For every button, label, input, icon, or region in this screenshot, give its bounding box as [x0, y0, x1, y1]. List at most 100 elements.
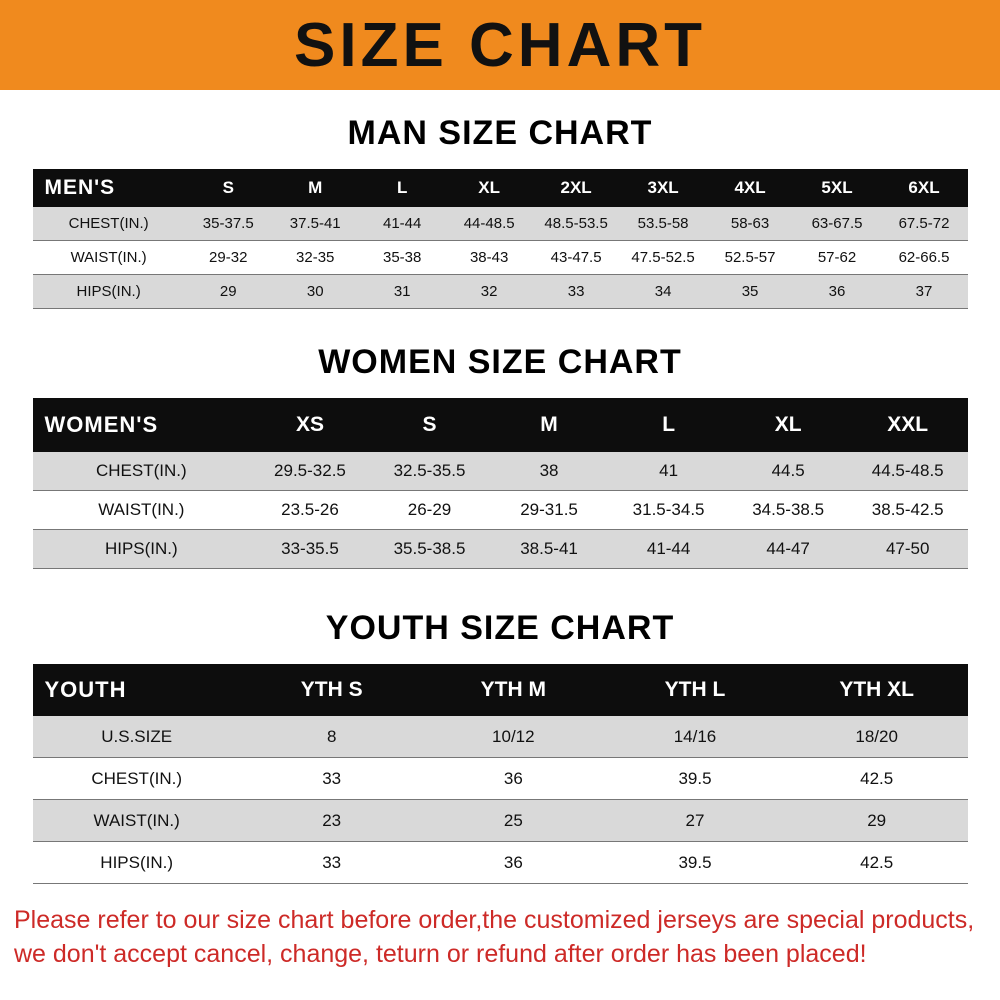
size-value-cell: 35.5-38.5 [369, 529, 490, 569]
measurement-row: WAIST(IN.) 23.5-26 26-29 29-31.5 31.5-34.5 34… [32, 490, 968, 530]
measurement-row: WAIST(IN.) 29-32 32-35 35-38 38-43 43-47.5 47.… [32, 240, 968, 275]
size-column-header: XXL [887, 413, 929, 436]
size-value-cell: 38.5-41 [489, 529, 609, 569]
banner-title: SIZE CHART [294, 10, 706, 80]
size-column-header: 3XL [647, 178, 679, 197]
women-section-heading: WOMEN SIZE CHART [318, 343, 682, 381]
size-column-header: YTH M [480, 678, 546, 701]
measurement-row-label: WAIST(IN.) [32, 490, 251, 530]
section-women: WOMEN SIZE CHART WOMEN'S XS S M L XL XXL CHEST(… [0, 309, 1000, 569]
size-value-cell: 67.5-72 [880, 207, 968, 241]
measurement-row: HIPS(IN.) 33-35.5 35.5-38.5 38.5-41 41-44 44-… [32, 529, 968, 569]
measurement-row: WAIST(IN.) 23 25 27 29 [32, 799, 968, 842]
size-value-cell: 47-50 [847, 529, 968, 569]
measurement-row-label: CHEST(IN.) [32, 452, 251, 491]
measurement-row-label: HIPS(IN.) [32, 274, 185, 309]
measurement-row: CHEST(IN.) 35-37.5 37.5-41 41-44 44-48.5 48.5… [32, 207, 968, 241]
size-value-cell: 53.5-58 [619, 207, 707, 241]
size-value-cell: 42.5 [785, 841, 968, 884]
size-value-cell: 10/12 [422, 716, 605, 758]
size-column-header: S [222, 178, 234, 197]
men-section-heading: MAN SIZE CHART [347, 114, 653, 152]
measurement-row-label: U.S.SIZE [32, 716, 241, 758]
table-title-cell: YOUTH [44, 677, 127, 702]
youth-section-heading: YOUTH SIZE CHART [325, 609, 675, 647]
section-youth: YOUTH SIZE CHART YOUTH YTH S YTH M YTH L YTH… [0, 569, 1000, 884]
size-value-cell: 36 [793, 274, 881, 309]
measurement-row: HIPS(IN.) 33 36 39.5 42.5 [32, 841, 968, 884]
size-value-cell: 58-63 [706, 207, 794, 241]
size-column-header: YTH XL [839, 678, 914, 701]
size-column-header: S [422, 413, 437, 436]
size-column-header: M [308, 178, 323, 197]
size-value-cell: 31.5-34.5 [608, 490, 729, 530]
footer-disclaimer: Please refer to our size chart before or… [14, 904, 1000, 972]
size-value-cell: 29 [184, 274, 272, 309]
size-value-cell: 37.5-41 [271, 207, 359, 241]
size-value-cell: 8 [240, 716, 423, 758]
size-value-cell: 33 [240, 841, 423, 884]
table-header-row: WOMEN'S XS S M L XL XXL [32, 398, 968, 452]
size-value-cell: 41-44 [608, 529, 729, 569]
size-column-header: XL [478, 178, 500, 197]
size-value-cell: 44-48.5 [445, 207, 533, 241]
youth-size-table: YOUTH YTH S YTH M YTH L YTH XL U.S.SIZE 8 10/12… [32, 664, 968, 884]
size-column-header: YTH L [664, 678, 726, 701]
size-value-cell: 32-35 [271, 240, 359, 275]
size-value-cell: 14/16 [604, 716, 786, 758]
footer-disclaimer-line1: Please refer to our size chart before or… [14, 906, 975, 934]
measurement-row-label: CHEST(IN.) [32, 757, 241, 800]
size-value-cell: 35 [706, 274, 794, 309]
size-value-cell: 29-31.5 [489, 490, 609, 530]
size-column-header: 4XL [734, 178, 766, 197]
size-value-cell: 47.5-52.5 [619, 240, 707, 275]
size-value-cell: 29-32 [184, 240, 272, 275]
size-value-cell: 32 [445, 274, 533, 309]
size-value-cell: 30 [271, 274, 359, 309]
size-value-cell: 57-62 [793, 240, 881, 275]
size-value-cell: 38.5-42.5 [847, 490, 968, 530]
measurement-row: CHEST(IN.) 33 36 39.5 42.5 [32, 757, 968, 800]
size-value-cell: 18/20 [785, 716, 968, 758]
measurement-row-label: HIPS(IN.) [32, 841, 241, 884]
size-value-cell: 35-37.5 [184, 207, 272, 241]
size-value-cell: 37 [880, 274, 968, 309]
size-value-cell: 39.5 [604, 757, 786, 800]
size-value-cell: 32.5-35.5 [369, 452, 490, 491]
table-header-row: MEN'S S M L XL 2XL 3XL 4XL 5XL 6XL [32, 169, 968, 207]
size-value-cell: 63-67.5 [793, 207, 881, 241]
size-value-cell: 31 [358, 274, 446, 309]
measurement-row: U.S.SIZE 8 10/12 14/16 18/20 [32, 716, 968, 758]
size-column-header: M [540, 413, 558, 436]
measurement-row: CHEST(IN.) 29.5-32.5 32.5-35.5 38 41 44.5 44.5… [32, 452, 968, 491]
size-value-cell: 43-47.5 [532, 240, 620, 275]
size-value-cell: 26-29 [369, 490, 490, 530]
size-column-header: XS [295, 413, 324, 436]
measurement-row-label: WAIST(IN.) [32, 799, 241, 842]
men-size-table: MEN'S S M L XL 2XL 3XL 4XL 5XL 6XL CHEST(IN.) 35-37… [32, 169, 968, 309]
size-value-cell: 44.5 [728, 452, 848, 491]
size-value-cell: 36 [422, 841, 605, 884]
size-value-cell: 36 [422, 757, 605, 800]
size-column-header: L [662, 413, 676, 436]
measurement-row-label: CHEST(IN.) [32, 207, 185, 241]
size-column-header: 6XL [908, 178, 940, 197]
women-size-table: WOMEN'S XS S M L XL XXL CHEST(IN.) 29.5-32.5 32.5… [32, 398, 968, 569]
footer-disclaimer-line2: we don't accept cancel, change, teturn o… [14, 939, 867, 968]
size-value-cell: 29 [785, 799, 968, 842]
size-value-cell: 27 [604, 799, 786, 842]
size-value-cell: 23.5-26 [250, 490, 370, 530]
measurement-row-label: WAIST(IN.) [32, 240, 185, 275]
size-chart-banner: SIZE CHART [0, 0, 1000, 90]
size-value-cell: 34.5-38.5 [728, 490, 848, 530]
size-value-cell: 39.5 [604, 841, 786, 884]
table-title-cell: WOMEN'S [44, 412, 159, 437]
size-value-cell: 44-47 [728, 529, 848, 569]
size-column-header: 5XL [821, 178, 853, 197]
size-value-cell: 42.5 [785, 757, 968, 800]
measurement-row: HIPS(IN.) 29 30 31 32 33 34 35 36 37 [32, 274, 968, 309]
size-column-header: YTH S [300, 678, 363, 701]
measurement-row-label: HIPS(IN.) [32, 529, 251, 569]
size-column-header: XL [774, 413, 802, 436]
